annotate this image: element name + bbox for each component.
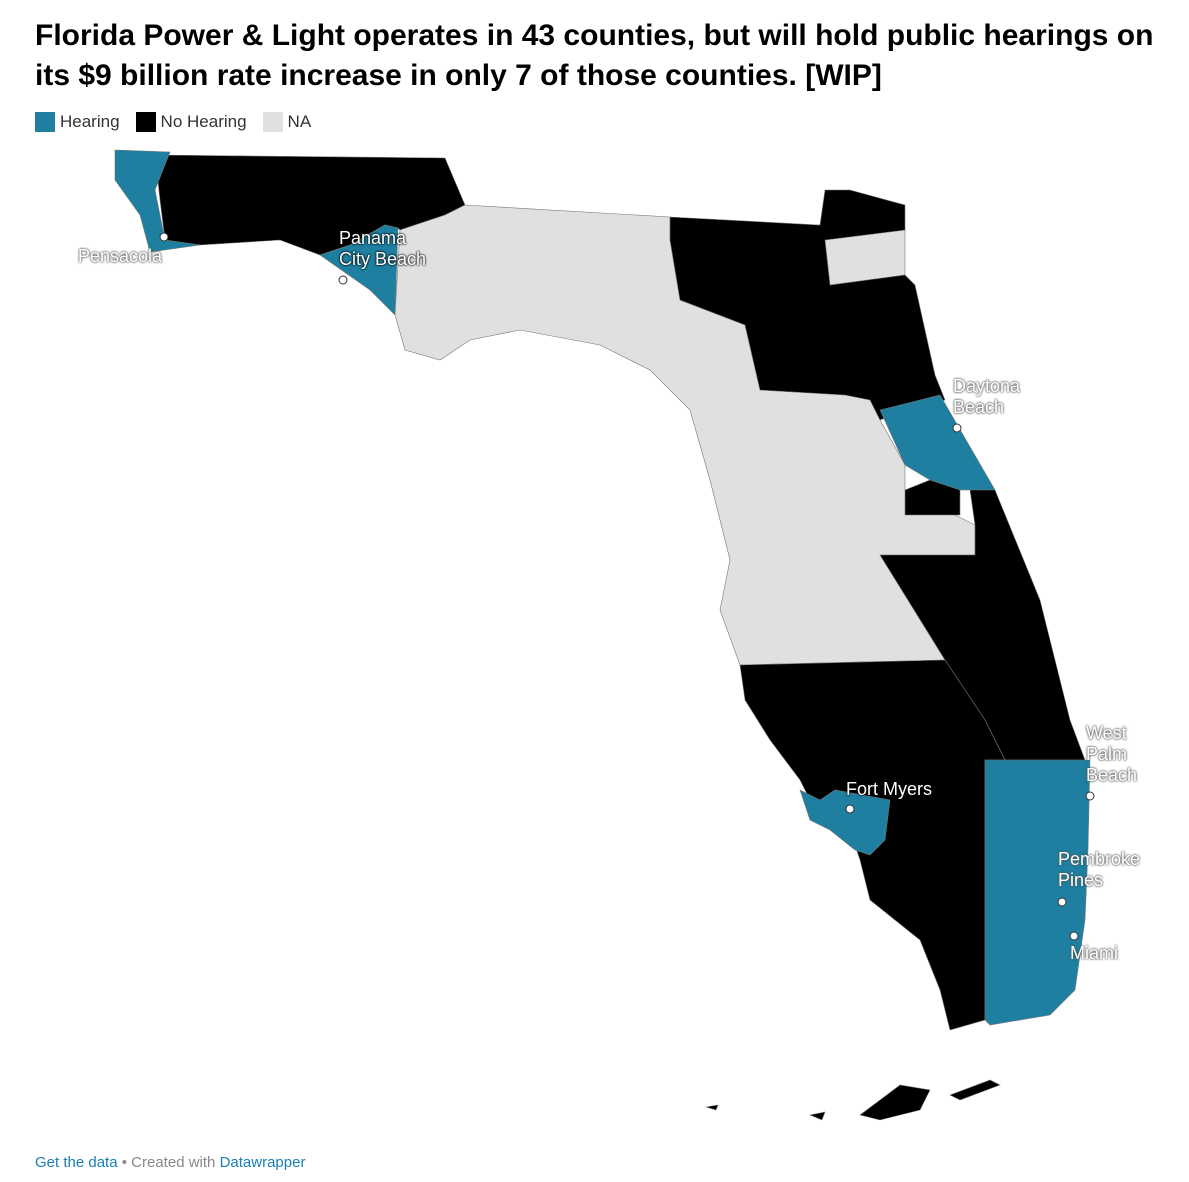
city-dot	[845, 804, 855, 814]
region	[808, 1111, 826, 1121]
region	[319, 224, 399, 316]
region	[669, 189, 946, 421]
region	[949, 1079, 1001, 1101]
city-label: Pembroke Pines	[1058, 849, 1141, 890]
data-link[interactable]: Get the data	[35, 1154, 118, 1171]
city-label: Pensacola	[78, 246, 163, 266]
region	[705, 1104, 719, 1111]
city-label: Daytona Beach	[953, 376, 1021, 417]
legend-swatch	[35, 112, 55, 132]
city-dot	[159, 232, 169, 242]
title: Florida Power & Light operates in 43 cou…	[35, 19, 1154, 92]
region	[904, 479, 961, 516]
city-dot	[1069, 931, 1079, 941]
city-dot	[952, 423, 962, 433]
region	[799, 789, 891, 856]
legend-item: No Hearing	[135, 112, 247, 132]
city-label: West Palm Beach	[1086, 723, 1138, 785]
city-dot	[1085, 791, 1095, 801]
region	[859, 1084, 931, 1121]
legend-label: Hearing	[60, 112, 120, 131]
legend-item: Hearing	[35, 112, 120, 132]
legend-swatch	[135, 112, 156, 132]
tool-link[interactable]: Datawrapper	[219, 1154, 306, 1171]
city-dot	[1057, 897, 1067, 907]
city-label: Fort Myers	[846, 779, 933, 799]
footer: Get the data • Created with Datawrapper	[35, 1154, 305, 1171]
city-label: Panama City Beach	[339, 228, 427, 269]
credit: Created with	[131, 1154, 216, 1171]
legend-item: NA	[262, 112, 312, 132]
separator: •	[121, 1154, 127, 1171]
region	[984, 759, 1091, 1026]
legend-swatch	[262, 112, 283, 132]
legend-label: NA	[287, 112, 312, 131]
legend: Hearing No Hearing NA	[35, 112, 311, 132]
region	[114, 149, 201, 253]
legend-label: No Hearing	[160, 112, 247, 131]
city-dot	[338, 275, 348, 285]
city-label: Miami	[1070, 943, 1118, 963]
